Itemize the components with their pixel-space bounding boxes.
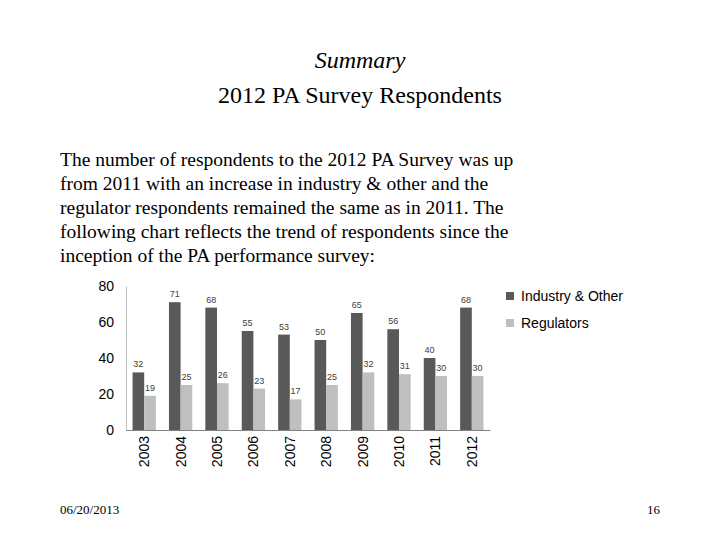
page-number: 16 [647,502,661,517]
legend-item: Regulators [506,315,589,331]
paragraph-line: regulator respondents remained the same … [60,197,504,218]
x-tick: 2004 [173,430,189,467]
bar [169,302,181,430]
bar [424,358,436,430]
x-tick-label: 2011 [427,436,443,466]
x-tick-label: 2005 [209,436,225,467]
bar [326,385,338,430]
data-label: 19 [145,383,155,393]
data-label: 68 [206,295,216,305]
bar [217,383,229,430]
legend-swatch [506,292,514,300]
footer-date: 06/20/2013 [60,502,119,517]
bar [399,374,411,430]
x-axis: 2003 2004 2005 2006 2007 2008 2009 2010 2011 2012 [127,430,491,467]
bar [351,313,363,430]
data-labels: 32 71 68 55 53 50 65 56 40 68 19 25 26 23 17 25 32 31 30 30 [133,289,482,396]
data-label: 50 [315,327,325,337]
y-axis: 0 20 40 60 80 [98,278,126,438]
bar [278,335,290,430]
x-axis-line [127,430,491,431]
data-label: 25 [181,372,191,382]
data-label: 26 [218,370,228,380]
data-label: 17 [291,386,301,396]
bar [435,376,447,430]
x-tick: 2008 [318,430,334,467]
bar [387,329,399,430]
data-label: 56 [388,316,398,326]
paragraph-line: following chart reflects the trend of re… [60,221,508,242]
data-label: 30 [473,363,483,373]
bar [181,385,193,430]
bar-series [133,302,472,430]
y-tick-label: 0 [106,422,114,438]
x-tick: 2009 [355,430,371,467]
x-tick-label: 2010 [391,436,407,467]
data-label: 55 [243,318,253,328]
paragraph-line: from 2011 with an increase in industry &… [60,173,488,194]
data-label: 71 [170,289,180,299]
y-tick: 60 [98,314,126,330]
bar [363,372,375,430]
paragraph-line: inception of the PA performance survey: [60,245,375,266]
y-tick: 40 [98,350,126,366]
data-label: 65 [352,300,362,310]
x-tick-label: 2009 [355,436,371,467]
data-label: 32 [363,359,373,369]
x-tick-label: 2012 [464,436,480,467]
x-tick-label: 2008 [318,436,334,467]
x-tick-label: 2007 [282,436,298,467]
legend-item: Industry & Other [506,288,623,304]
bar [472,376,484,430]
legend-label: Regulators [521,315,589,331]
y-tick: 0 [106,422,126,438]
data-label: 40 [425,345,435,355]
slide-subtitle: 2012 PA Survey Respondents [218,82,502,108]
bars [133,302,484,430]
data-label: 25 [327,372,337,382]
legend-label: Industry & Other [521,288,623,304]
data-label: 23 [254,376,264,386]
bar [290,399,302,430]
y-tick-label: 60 [98,314,114,330]
paragraph-line: The number of respondents to the 2012 PA… [60,149,513,170]
x-tick-label: 2003 [136,436,152,467]
data-label: 30 [436,363,446,373]
data-label: 68 [461,295,471,305]
x-tick-label: 2006 [245,436,261,467]
y-tick-label: 20 [98,386,114,402]
data-label: 53 [279,322,289,332]
data-label: 32 [133,359,143,369]
y-tick: 80 [98,278,126,294]
bar [205,308,217,430]
data-label: 31 [400,361,410,371]
x-tick: 2011 [427,430,443,466]
x-tick: 2003 [136,430,152,467]
y-axis-line [126,287,127,431]
y-tick-label: 80 [98,278,114,294]
bar [133,372,145,430]
x-tick: 2010 [391,430,407,467]
bar [144,396,156,430]
bar-series [144,372,483,430]
slide-title: Summary [315,47,406,73]
bar [253,389,265,430]
legend: Industry & Other Regulators [506,288,623,331]
x-tick: 2007 [282,430,298,467]
y-tick: 20 [98,386,126,402]
chart: 32 71 68 55 53 50 65 56 40 68 19 25 26 23 17 25 32 31 30 30… [98,278,623,467]
bar [460,308,472,430]
x-tick: 2005 [209,430,225,467]
y-tick-label: 40 [98,350,114,366]
slide: Summary 2012 PA Survey Respondents The num… [0,0,720,540]
x-tick-label: 2004 [173,436,189,467]
legend-swatch [506,319,514,327]
bar [242,331,254,430]
x-tick: 2012 [464,430,480,467]
bar [315,340,327,430]
x-tick: 2006 [245,430,261,467]
